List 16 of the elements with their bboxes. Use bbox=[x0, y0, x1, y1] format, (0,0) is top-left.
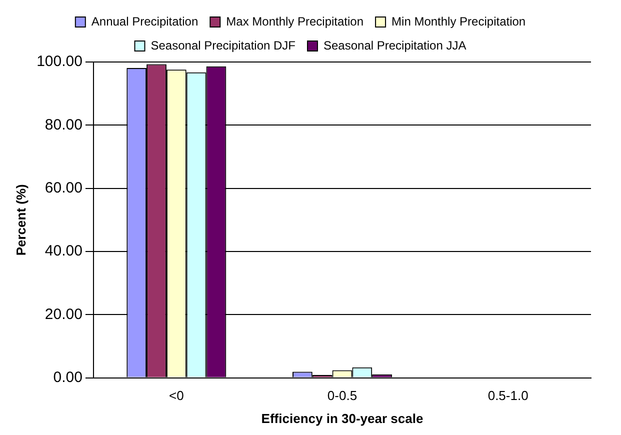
legend-label: Annual Precipitation bbox=[91, 14, 198, 28]
legend-label: Min Monthly Precipitation bbox=[392, 14, 526, 28]
y-tick-label: 80.00 bbox=[44, 116, 82, 134]
legend-label: Seasonal Precipitation DJF bbox=[150, 38, 296, 52]
x-axis-title: Efficiency in 30-year scale bbox=[261, 410, 424, 426]
x-tick-label: 0.5-1.0 bbox=[488, 388, 528, 404]
y-tick-label: 60.00 bbox=[44, 179, 82, 196]
y-tick-label: 0.00 bbox=[53, 368, 82, 386]
y-tick-label: 100.00 bbox=[36, 53, 82, 70]
y-tick-label: 20.00 bbox=[44, 306, 82, 323]
x-tick-label: <0 bbox=[168, 388, 184, 404]
y-axis-title: Percent (%) bbox=[13, 184, 28, 256]
legend-label: Seasonal Precipitation JJA bbox=[323, 38, 466, 52]
x-tick-label: 0-0.5 bbox=[327, 388, 358, 404]
legend-label: Max Monthly Precipitation bbox=[226, 14, 364, 28]
y-tick-label: 40.00 bbox=[44, 242, 82, 260]
